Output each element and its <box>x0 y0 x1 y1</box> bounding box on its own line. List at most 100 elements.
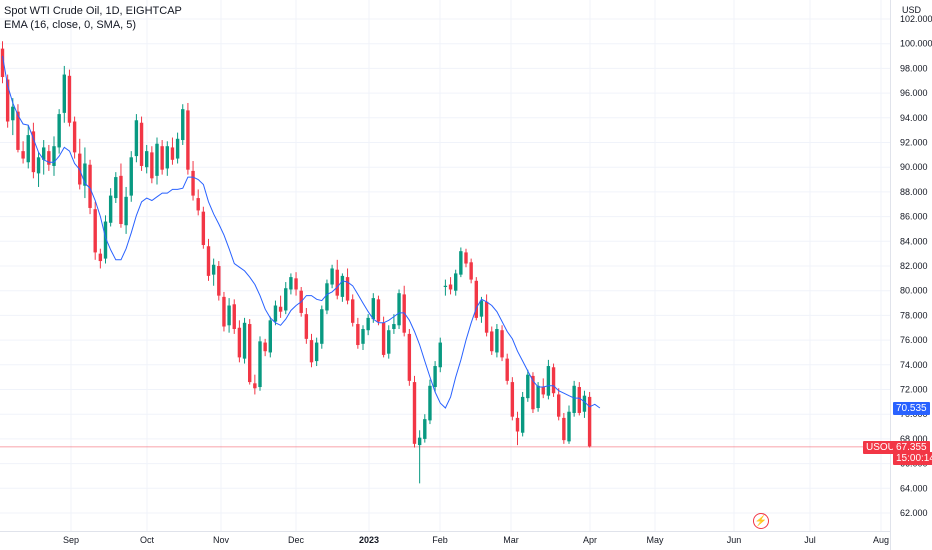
y-tick-label: 78.000 <box>900 310 928 320</box>
candle-body <box>16 111 20 150</box>
candle-body <box>253 383 257 389</box>
candle-body <box>351 299 355 323</box>
candle-body <box>474 280 478 318</box>
candle-body <box>438 342 442 368</box>
candle-body <box>170 147 175 160</box>
candle-body <box>36 157 41 174</box>
x-tick-label: 2023 <box>359 535 379 545</box>
candle-body <box>0 48 5 78</box>
ema-value-tag: 70.535 <box>893 402 930 415</box>
candle-body <box>469 262 473 280</box>
x-tick-label: Oct <box>140 535 155 545</box>
candle-body <box>263 342 267 352</box>
y-tick-label: 86.000 <box>900 212 928 222</box>
candle-body <box>490 331 494 352</box>
candle-body <box>428 385 432 421</box>
candle-body <box>186 110 190 170</box>
candle-body <box>572 385 576 413</box>
candle-body <box>320 309 324 344</box>
candle-body <box>330 268 334 285</box>
candle-body <box>62 74 66 113</box>
x-tick-label: Jul <box>804 535 816 545</box>
candle-body <box>314 342 319 362</box>
candle-body <box>309 340 314 363</box>
y-tick-label: 88.000 <box>900 187 928 197</box>
candle-body <box>304 314 309 339</box>
candle-body <box>520 396 525 433</box>
candle-body <box>495 328 499 353</box>
candle-body <box>361 328 365 344</box>
candle-body <box>196 198 200 211</box>
candle-body <box>217 266 221 296</box>
y-tick-label: 76.000 <box>900 335 928 345</box>
candle-body <box>57 114 61 148</box>
y-tick-label: 96.000 <box>900 88 928 98</box>
grid-lines <box>0 0 890 531</box>
candle-body <box>294 278 298 290</box>
candle-body <box>31 131 36 173</box>
candle-body <box>387 330 391 354</box>
ema-line <box>2 55 601 409</box>
candle-body <box>433 366 437 388</box>
candle-body <box>124 196 128 226</box>
candle-body <box>500 330 504 358</box>
candle-body <box>407 333 412 381</box>
candle-body <box>397 293 401 326</box>
candle-body <box>5 79 10 122</box>
price-axis-separator <box>890 0 891 550</box>
candle-body <box>479 300 484 317</box>
candle-body <box>52 146 56 166</box>
x-tick-label: Sep <box>63 535 79 545</box>
chart-legend: Spot WTI Crude Oil, 1D, EIGHTCAP EMA (16… <box>4 4 182 32</box>
candle-body <box>242 322 247 359</box>
lightning-icon[interactable]: ⚡ <box>753 513 769 529</box>
candle-body <box>510 382 515 417</box>
candle-body <box>211 264 216 275</box>
candle-body <box>248 324 252 383</box>
x-axis-labels: Sep Oct Nov Dec 2023 Feb Mar Apr May Jun Jul Aug <box>63 535 889 545</box>
x-tick-label: May <box>646 535 664 545</box>
y-tick-label: 100.000 <box>900 39 932 49</box>
x-tick-label: Feb <box>432 535 448 545</box>
candle-body <box>150 152 154 179</box>
x-tick-label: Dec <box>288 535 305 545</box>
time-axis-separator <box>0 531 890 532</box>
x-tick-label: Nov <box>213 535 230 545</box>
currency-label[interactable]: USD <box>902 5 922 15</box>
y-tick-label: 102.000 <box>900 14 932 24</box>
candle-body <box>284 288 288 311</box>
candle-body <box>392 324 396 329</box>
candle-body <box>26 135 30 163</box>
candle-body <box>557 394 561 417</box>
x-tick-label: Mar <box>503 535 519 545</box>
candle-body <box>541 387 545 395</box>
candle-body <box>103 221 108 259</box>
candle-body <box>515 417 520 432</box>
candle-body <box>160 146 164 170</box>
candle-body <box>11 106 15 121</box>
candle-body <box>175 138 180 159</box>
candle-body <box>448 284 453 290</box>
candle-body <box>227 305 231 326</box>
candle-body <box>587 396 592 447</box>
candle-body <box>459 251 463 275</box>
candle-body <box>505 358 509 381</box>
ema-indicator-label[interactable]: EMA (16, close, 0, SMA, 5) <box>4 19 137 31</box>
y-tick-label: 74.000 <box>900 360 928 370</box>
candle-body <box>340 275 345 297</box>
candle-body <box>119 175 123 225</box>
y-tick-label: 62.000 <box>900 508 928 518</box>
candle-body <box>139 122 144 166</box>
candle-body <box>567 411 571 442</box>
candle-body <box>108 195 113 223</box>
y-tick-label: 90.000 <box>900 162 928 172</box>
candle-body <box>72 121 77 153</box>
y-tick-label: 84.000 <box>900 236 928 246</box>
candle-body <box>577 387 581 413</box>
y-tick-label: 92.000 <box>900 138 928 148</box>
candle-body <box>88 164 92 208</box>
symbol-title[interactable]: Spot WTI Crude Oil, 1D, EIGHTCAP <box>4 5 182 17</box>
y-tick-label: 68.000 <box>900 434 928 444</box>
candle-body <box>67 75 72 123</box>
